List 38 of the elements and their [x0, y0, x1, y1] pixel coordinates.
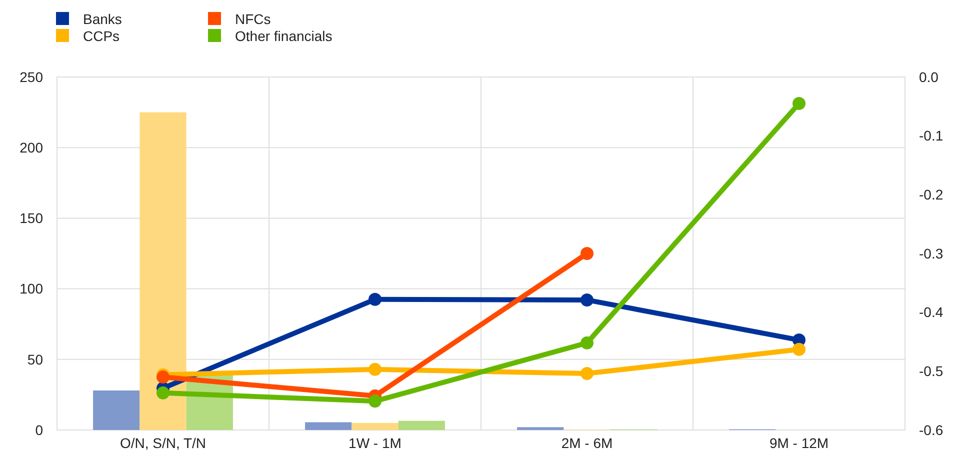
- point: [368, 292, 382, 306]
- point: [792, 96, 806, 110]
- y-tick-label: 50: [27, 351, 44, 368]
- point: [580, 336, 594, 350]
- y2-tick-label: -0.1: [919, 128, 944, 144]
- y2-tick-label: 0.0: [919, 68, 939, 85]
- legend-label: CCPs: [83, 28, 120, 44]
- y2-tick-label: -0.4: [919, 304, 944, 320]
- bar: [398, 420, 445, 430]
- y-tick-label: 150: [20, 210, 44, 226]
- x-tick-label: 1W - 1M: [348, 435, 402, 451]
- point: [156, 370, 170, 384]
- bar: [93, 390, 140, 430]
- y2-tick-label: -0.3: [919, 245, 944, 262]
- legend-label: Other financials: [235, 28, 332, 44]
- y-tick-label: 200: [20, 140, 44, 156]
- point: [580, 293, 594, 306]
- x-tick-label: O/N, S/N, T/N: [120, 435, 206, 451]
- bar: [517, 427, 564, 430]
- x-tick-label: 2M - 6M: [561, 435, 613, 451]
- y2-tick-label: -0.6: [919, 422, 944, 438]
- legend-label: NFCs: [235, 10, 271, 27]
- bar: [305, 422, 352, 430]
- point: [580, 367, 594, 380]
- y-tick-label: 100: [20, 280, 44, 297]
- y-tick-label: 250: [20, 68, 44, 85]
- point: [156, 386, 170, 400]
- bar: [140, 112, 186, 430]
- y2-tick-label: -0.5: [919, 363, 944, 380]
- bar: [352, 422, 398, 430]
- point: [368, 362, 382, 376]
- point: [792, 342, 806, 356]
- point: [580, 247, 594, 260]
- point: [368, 394, 382, 408]
- x-tick-label: 9M - 12M: [769, 435, 829, 451]
- y-tick-label: 0: [35, 422, 44, 438]
- legend-label: Banks: [83, 10, 122, 27]
- y2-tick-label: -0.2: [919, 186, 944, 203]
